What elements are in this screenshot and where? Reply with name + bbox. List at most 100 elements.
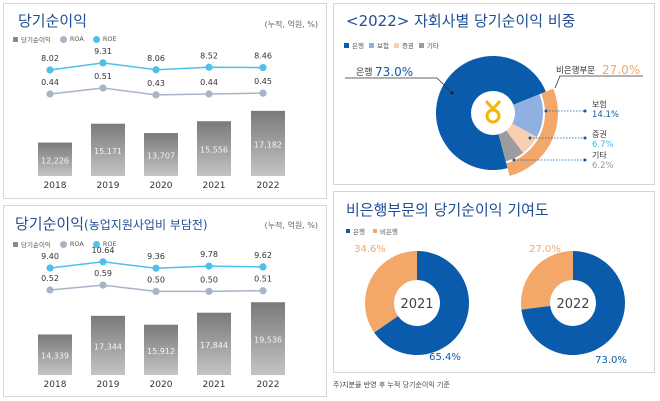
legend-nonbank: 비은행 — [372, 226, 398, 236]
slice-bank-2022 — [521, 251, 625, 356]
nonbank-value: 27.0% — [602, 63, 640, 77]
x-tick-label: 2018 — [44, 181, 67, 191]
leader-dot — [583, 158, 587, 162]
roa-label: 0.43 — [147, 79, 165, 88]
slice-nonbank-2021 — [365, 251, 417, 333]
legend: 은행 비은행 — [346, 226, 398, 236]
bar-2022 — [251, 110, 285, 176]
roa-label: 0.50 — [147, 275, 165, 284]
legend-roa: ROA — [59, 35, 84, 43]
roe-label: 8.02 — [41, 54, 59, 63]
roe-point — [99, 59, 107, 67]
roa-point — [152, 287, 160, 295]
legend: 당기순이익 ROA ROE — [13, 34, 117, 44]
bar-label: 15,912 — [147, 347, 175, 356]
panel-title: 비은행부문의 당기순이익 기여도 — [346, 201, 549, 219]
bank-value: 65.4% — [429, 352, 461, 363]
legend-roe: ROE — [92, 35, 117, 43]
legend-bank: 은행 — [344, 40, 364, 50]
roa-point — [46, 286, 54, 294]
roa-point — [259, 287, 267, 295]
logo-icon-ring — [485, 108, 501, 124]
leader-dot — [583, 109, 587, 113]
roe-point — [205, 63, 213, 71]
bar-label: 15,171 — [94, 147, 122, 156]
x-tick-label: 2022 — [257, 181, 280, 191]
roa-label: 0.45 — [254, 77, 272, 86]
x-tick-label: 2020 — [150, 380, 173, 390]
roe-label: 8.46 — [254, 52, 272, 61]
roa-point — [205, 287, 213, 295]
x-tick-label: 2019 — [97, 181, 120, 191]
roa-label: 0.51 — [94, 72, 112, 81]
x-tick-label: 2019 — [97, 380, 120, 390]
bank-value: 73.0% — [375, 65, 413, 79]
bank-leader-dot — [450, 91, 454, 95]
x-tick-label: 2018 — [44, 380, 67, 390]
leader-dot — [544, 109, 548, 113]
nonbank-value: 34.6% — [354, 244, 386, 255]
roe-point — [152, 66, 160, 74]
label-securities: 증권 — [592, 129, 607, 139]
bar-label: 17,182 — [254, 140, 282, 149]
bar-label: 15,556 — [200, 146, 228, 155]
value-insurance: 14.1% — [592, 110, 619, 120]
legend-net-income: 당기순이익 — [13, 34, 51, 44]
leader-dot — [528, 136, 532, 140]
bar-2020 — [144, 133, 178, 176]
roe-label: 9.62 — [254, 251, 272, 260]
nonbank-label: 비은행부문 — [556, 65, 595, 76]
bar-label: 13,707 — [147, 152, 175, 161]
legend-securities: 증권 — [393, 40, 414, 50]
roa-point — [152, 91, 160, 99]
legend-insurance: 보험 — [368, 40, 389, 50]
roe-point — [46, 66, 54, 74]
bank-value: 73.0% — [595, 355, 627, 366]
roe-point — [99, 258, 107, 266]
leader-dot — [512, 158, 516, 162]
bar-2018 — [38, 334, 72, 375]
roe-label: 8.06 — [147, 54, 165, 63]
roe-point — [46, 264, 54, 272]
roa-point — [46, 90, 54, 98]
roe-label: 8.52 — [200, 51, 218, 60]
legend-bank: 은행 — [346, 226, 365, 236]
bar-label: 14,339 — [41, 352, 69, 361]
bank-label: 은행 — [356, 66, 373, 78]
roe-label: 9.31 — [94, 47, 112, 56]
roa-point — [99, 281, 107, 289]
center-label: 2022 — [556, 297, 589, 312]
bar-label: 17,344 — [94, 342, 122, 351]
roe-label: 9.40 — [41, 252, 59, 261]
roe-label: 9.36 — [147, 252, 165, 261]
nonbank-leader — [554, 75, 643, 89]
bank-leader — [345, 77, 453, 94]
roe-label: 10.64 — [92, 246, 115, 255]
roa-point — [259, 89, 267, 97]
roa-label: 0.44 — [200, 78, 218, 87]
bar-2021 — [197, 312, 231, 375]
legend-roa: ROA — [59, 240, 84, 248]
legend: 은행 보험 증권 기타 — [344, 40, 439, 50]
label-other: 기타 — [592, 151, 607, 160]
unit-label: (누적, 억원, %) — [264, 20, 318, 29]
unit-label: (누적, 억원, %) — [264, 221, 318, 230]
x-tick-label: 2022 — [257, 380, 280, 390]
legend-net-income: 당기순이익 — [13, 239, 51, 249]
bar-label: 12,226 — [41, 156, 69, 165]
slice-insurance — [493, 94, 543, 138]
legend-other: 기타 — [418, 40, 439, 50]
x-tick-label: 2021 — [203, 181, 226, 191]
roa-label: 0.51 — [254, 275, 272, 284]
center-label: 2021 — [400, 297, 433, 312]
bar-2018 — [38, 142, 72, 176]
bar-2019 — [91, 315, 125, 375]
legend-roe: ROE — [92, 240, 117, 248]
leader-dot — [583, 136, 587, 140]
bar-label: 17,844 — [200, 341, 228, 350]
roa-label: 0.50 — [200, 275, 218, 284]
bar-2021 — [197, 121, 231, 176]
slice-nonbank-2022 — [521, 251, 573, 310]
